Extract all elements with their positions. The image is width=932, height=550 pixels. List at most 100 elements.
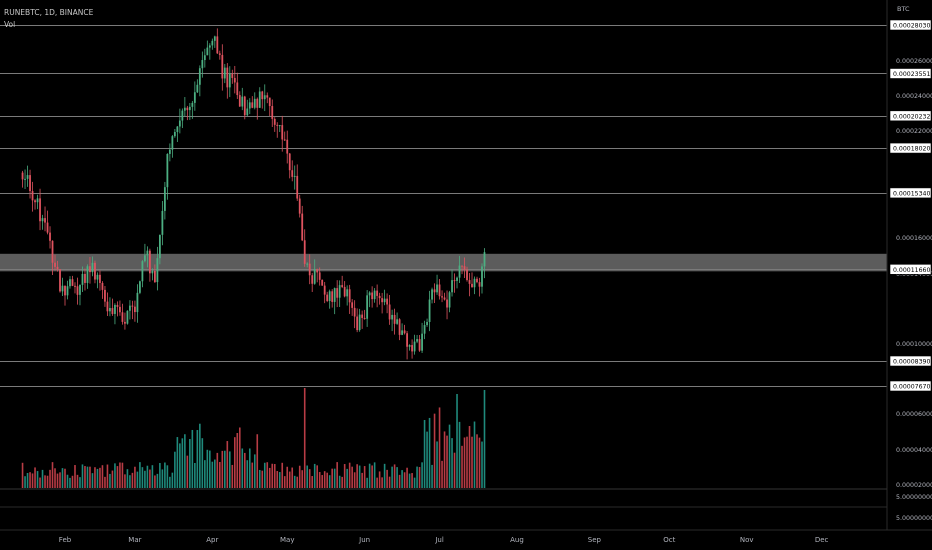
volume-bar: [483, 390, 486, 488]
candle-body: [193, 92, 196, 103]
candle-body: [66, 286, 69, 296]
volume-bar: [378, 471, 381, 488]
volume-bar: [136, 471, 139, 488]
volume-bar: [391, 466, 393, 488]
volume-bar: [206, 449, 209, 488]
candle-body: [233, 77, 236, 83]
candle-body: [271, 106, 274, 119]
volume-bar: [116, 466, 119, 488]
price-tick-label: 0.00002000: [896, 482, 932, 489]
time-axis-month-label: Nov: [740, 536, 754, 544]
candle-body: [141, 261, 144, 282]
level-price-tag[interactable]: [889, 355, 932, 367]
volume-bar: [209, 450, 211, 488]
candle-body: [401, 330, 403, 335]
volume-bar: [251, 462, 254, 488]
volume-bar: [104, 476, 106, 488]
candle-body: [168, 149, 171, 154]
volume-bar: [141, 467, 144, 488]
volume-bar: [393, 464, 396, 488]
volume-bar: [91, 473, 94, 488]
volume-bar: [79, 477, 81, 488]
candle-body: [243, 96, 246, 116]
volume-bar: [46, 475, 49, 488]
volume-bar: [336, 462, 338, 488]
level-price-tag[interactable]: [889, 142, 932, 154]
level-price-label: 0.00011660: [893, 267, 930, 274]
candle-body: [303, 240, 306, 264]
volume-bar: [381, 477, 383, 488]
candle-body: [296, 175, 299, 199]
volume-bar: [241, 448, 244, 488]
candle-body: [253, 98, 256, 108]
volume-bar: [156, 473, 159, 488]
volume-bar: [396, 467, 398, 488]
volume-bar: [44, 475, 46, 488]
candle-body: [313, 269, 316, 284]
candle-body: [273, 118, 276, 125]
level-price-tag[interactable]: [889, 187, 932, 199]
volume-bar: [174, 451, 176, 488]
candle-body: [96, 274, 99, 280]
candle-body: [461, 265, 463, 267]
candle-body: [231, 73, 234, 78]
volume-bar: [64, 468, 66, 488]
candle-body: [258, 91, 261, 108]
level-price-tag[interactable]: [889, 110, 932, 122]
volume-bar: [421, 462, 423, 488]
volume-bar: [71, 475, 74, 488]
candle-body: [104, 289, 106, 302]
candle-body: [129, 305, 131, 311]
level-price-label: 0.00018020: [893, 146, 930, 153]
volume-bar: [431, 464, 433, 488]
candle-body: [298, 198, 301, 214]
candle-body: [353, 307, 356, 317]
candle-body: [46, 222, 49, 233]
candle-body: [29, 175, 31, 192]
candle-body: [221, 54, 224, 79]
candle-body: [44, 218, 46, 223]
volume-indicator-label[interactable]: Vol: [4, 20, 15, 29]
candle-body: [281, 125, 284, 140]
level-price-tag[interactable]: [889, 19, 932, 31]
candle-body: [291, 170, 294, 177]
candle-body: [288, 153, 291, 171]
symbol-title[interactable]: RUNEBTC, 1D, BINANCE: [4, 8, 94, 17]
candle-body: [463, 266, 466, 270]
volume-bar: [453, 452, 456, 488]
candle-body: [336, 288, 339, 298]
level-price-tag[interactable]: [889, 264, 932, 275]
candle-body: [376, 290, 379, 296]
candle-body: [99, 274, 101, 283]
volume-bar: [461, 445, 463, 488]
candle-body: [433, 289, 436, 293]
candle-body: [366, 295, 369, 319]
candle-body: [331, 291, 334, 302]
candle-body: [109, 308, 111, 312]
volume-bar: [199, 423, 201, 488]
candle-body: [49, 232, 51, 241]
candle-body: [79, 284, 81, 295]
volume-bar: [388, 476, 391, 488]
volume-bar: [176, 437, 179, 488]
candle-body: [89, 266, 91, 273]
volume-bar: [121, 462, 124, 488]
volume-bar: [348, 462, 351, 488]
volume-bar: [283, 476, 286, 488]
volume-bar: [366, 477, 368, 488]
candle-body: [54, 262, 56, 267]
volume-bar: [109, 473, 111, 488]
candle-body: [188, 106, 191, 111]
candle-body: [478, 282, 481, 287]
level-price-tag[interactable]: [889, 68, 932, 79]
volume-bar: [248, 448, 251, 488]
candle-body: [156, 258, 159, 283]
volume-bar: [318, 472, 321, 488]
candle-body: [201, 60, 204, 69]
volume-bar: [301, 470, 304, 488]
volume-bar: [306, 465, 309, 488]
candle-body: [356, 316, 359, 331]
level-price-tag[interactable]: [889, 380, 932, 392]
volume-bar: [161, 469, 164, 488]
